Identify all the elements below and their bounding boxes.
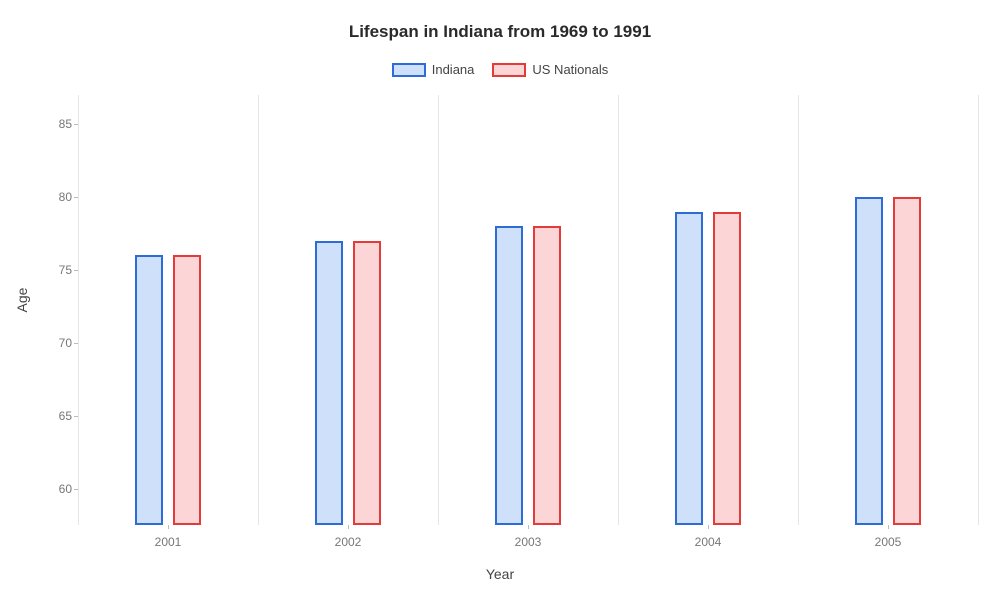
gridline-vertical: [78, 95, 79, 525]
bar-indiana: [135, 255, 163, 525]
x-tick-mark: [528, 525, 529, 529]
gridline-vertical: [978, 95, 979, 525]
y-axis-label: Age: [14, 288, 30, 313]
gridline-vertical: [258, 95, 259, 525]
bar-indiana: [495, 226, 523, 525]
legend-swatch-usnationals: [492, 63, 526, 77]
plot-area: 60657075808520012002200320042005: [78, 95, 978, 525]
x-tick-mark: [888, 525, 889, 529]
legend-label-indiana: Indiana: [432, 62, 475, 77]
x-tick-label: 2005: [828, 535, 948, 549]
bar-us-nationals: [893, 197, 921, 525]
y-tick-label: 75: [42, 263, 72, 277]
bar-indiana: [855, 197, 883, 525]
bar-us-nationals: [713, 212, 741, 525]
x-tick-label: 2003: [468, 535, 588, 549]
y-tick-label: 65: [42, 409, 72, 423]
legend-item-usnationals: US Nationals: [492, 62, 608, 77]
y-tick-label: 60: [42, 482, 72, 496]
x-tick-label: 2002: [288, 535, 408, 549]
x-tick-mark: [168, 525, 169, 529]
x-axis-label: Year: [0, 566, 1000, 582]
legend-item-indiana: Indiana: [392, 62, 475, 77]
legend-swatch-indiana: [392, 63, 426, 77]
bar-indiana: [315, 241, 343, 525]
y-tick-label: 80: [42, 190, 72, 204]
chart-container: Lifespan in Indiana from 1969 to 1991 In…: [0, 0, 1000, 600]
y-tick-label: 70: [42, 336, 72, 350]
y-tick-label: 85: [42, 117, 72, 131]
legend-label-usnationals: US Nationals: [532, 62, 608, 77]
chart-title: Lifespan in Indiana from 1969 to 1991: [0, 22, 1000, 42]
x-tick-mark: [348, 525, 349, 529]
gridline-vertical: [798, 95, 799, 525]
bar-us-nationals: [173, 255, 201, 525]
x-tick-mark: [708, 525, 709, 529]
bar-us-nationals: [353, 241, 381, 525]
x-tick-label: 2001: [108, 535, 228, 549]
gridline-vertical: [618, 95, 619, 525]
legend: Indiana US Nationals: [0, 62, 1000, 77]
bar-indiana: [675, 212, 703, 525]
x-tick-label: 2004: [648, 535, 768, 549]
gridline-vertical: [438, 95, 439, 525]
bar-us-nationals: [533, 226, 561, 525]
